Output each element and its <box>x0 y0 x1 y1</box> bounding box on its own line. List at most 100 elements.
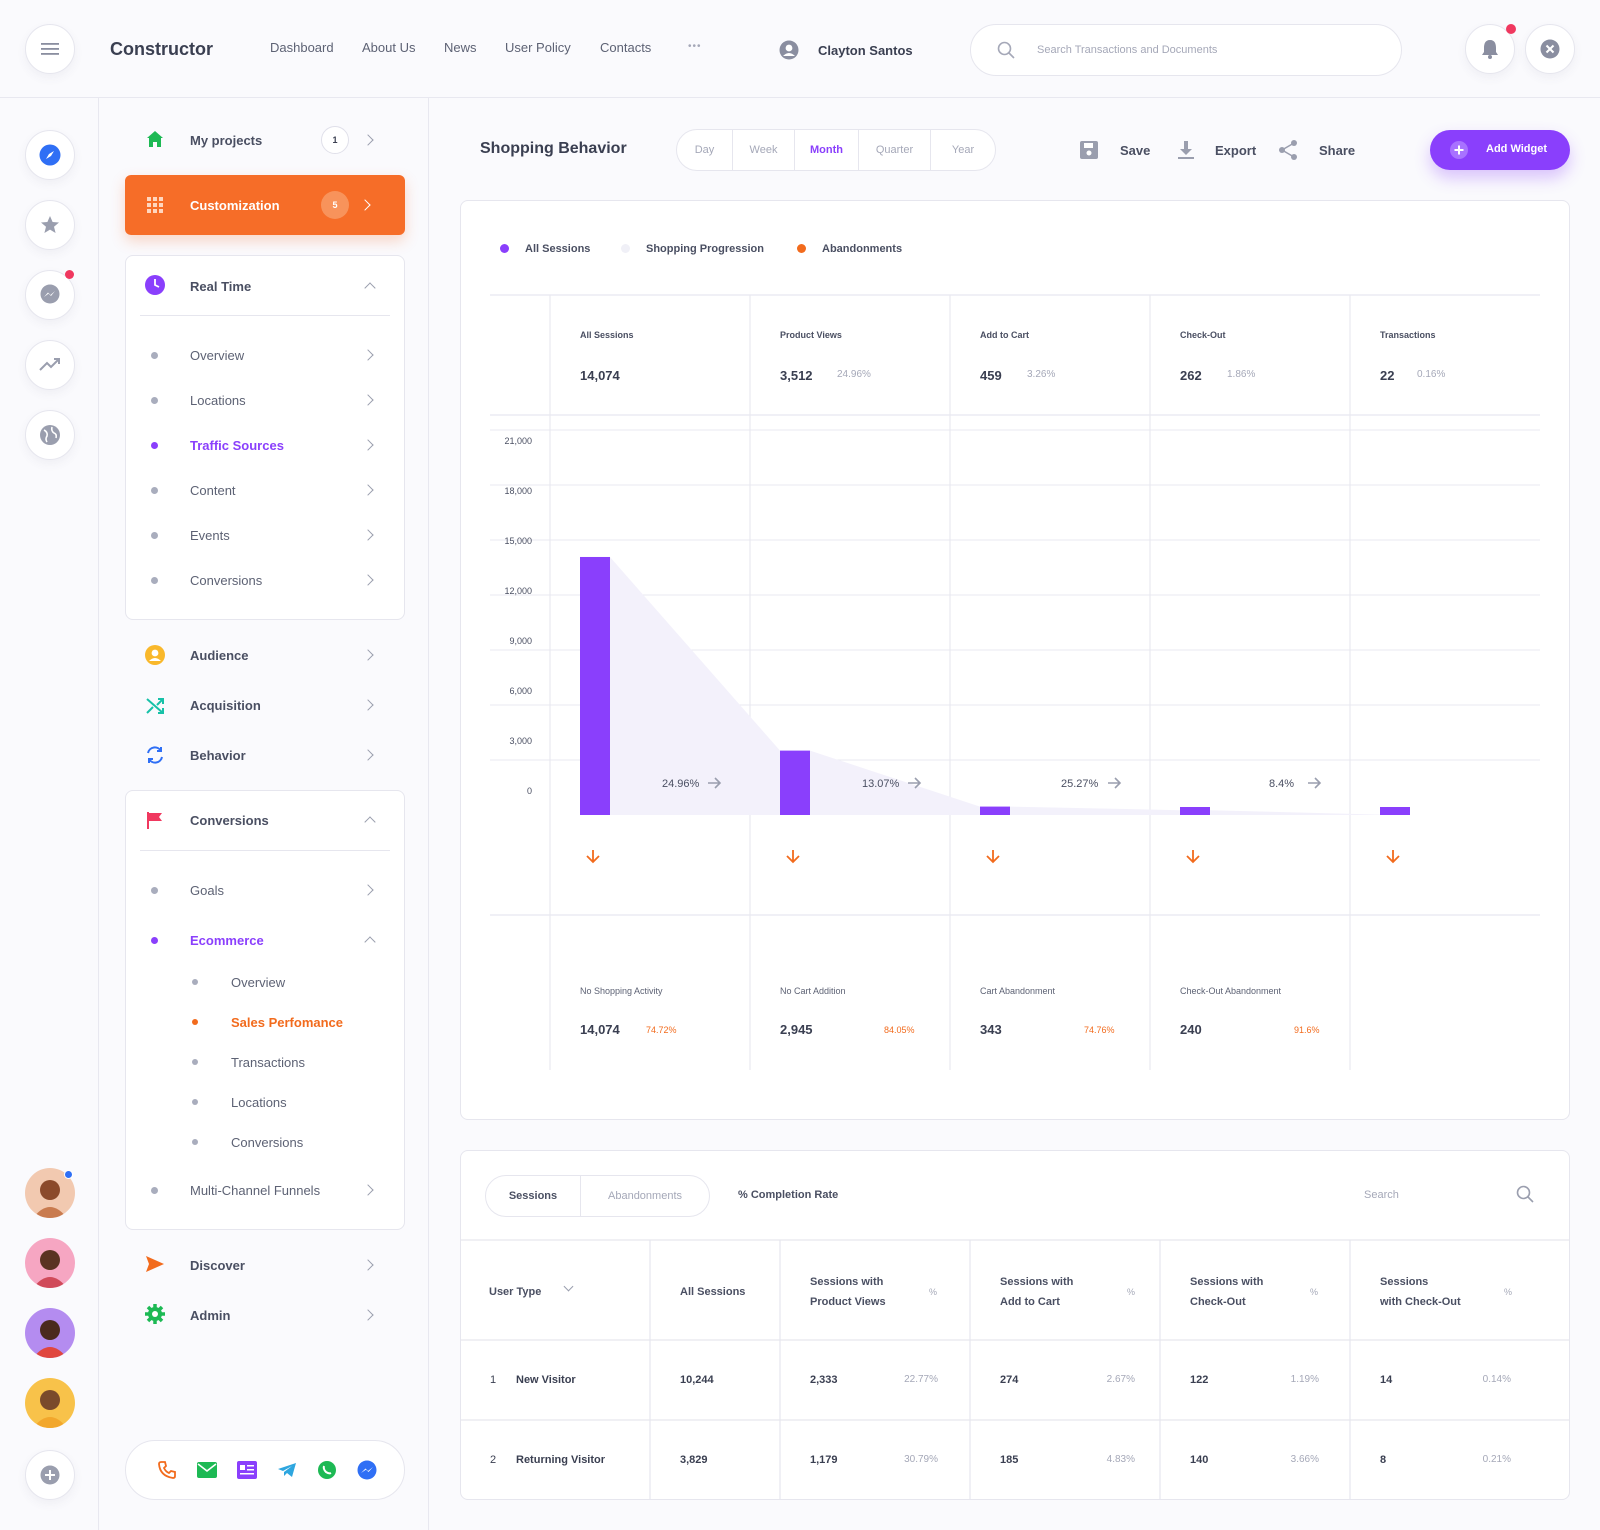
menu-real-time[interactable]: Real Time <box>190 279 252 294</box>
bar-all-sessions <box>580 556 610 815</box>
arrow-down-icon <box>1386 850 1400 864</box>
arrow-down-icon <box>786 850 800 864</box>
menu-discover[interactable]: Discover <box>190 1258 245 1273</box>
chevron-right-icon <box>359 199 371 211</box>
abandon-label: No Shopping Activity <box>580 986 663 996</box>
abandon-pct: 74.72% <box>646 1025 677 1035</box>
menu-admin[interactable]: Admin <box>190 1308 231 1323</box>
th-cart-2: Add to Cart <box>1000 1296 1060 1308</box>
shuffle-icon <box>146 698 164 714</box>
clock-icon <box>145 275 165 295</box>
save-button[interactable]: Save <box>1120 143 1151 158</box>
globe-icon <box>40 425 60 445</box>
search-input[interactable]: Search Transactions and Documents <box>970 24 1402 76</box>
sub-overview[interactable]: Overview <box>190 348 245 363</box>
tab-month[interactable]: Month <box>795 130 859 170</box>
nav-more-button[interactable]: ••• <box>688 41 702 52</box>
menu-behavior[interactable]: Behavior <box>190 748 246 763</box>
whatsapp-icon[interactable] <box>317 1460 337 1480</box>
ecom-sales-performance[interactable]: Sales Perfomance <box>231 1015 344 1030</box>
menu-acquisition[interactable]: Acquisition <box>190 698 261 713</box>
tab-sessions[interactable]: Sessions <box>486 1176 581 1216</box>
avatar[interactable] <box>25 1238 75 1288</box>
messenger-icon[interactable] <box>357 1460 377 1480</box>
ecom-transactions[interactable]: Transactions <box>231 1055 305 1070</box>
th-trans-1: Sessions <box>1380 1276 1429 1288</box>
th-all-sessions: All Sessions <box>680 1286 746 1298</box>
cell-cart: 185 <box>1000 1454 1019 1466</box>
tab-day[interactable]: Day <box>677 130 733 170</box>
menu-my-projects[interactable]: My projects <box>190 133 263 148</box>
y-tick-label: 6,000 <box>509 686 532 696</box>
export-button[interactable]: Export <box>1215 143 1257 158</box>
download-icon <box>1178 141 1194 159</box>
avatar[interactable] <box>25 1308 75 1358</box>
legend-abandonments: Abandonments <box>822 243 903 255</box>
menu-customization[interactable]: Customization 5 <box>125 175 405 235</box>
stage-value: 22 <box>1380 368 1395 383</box>
sub-traffic-sources[interactable]: Traffic Sources <box>190 438 284 453</box>
gear-icon <box>145 1304 165 1324</box>
table-grid <box>460 1239 1570 1500</box>
add-user-button[interactable] <box>25 1450 75 1500</box>
row-user-type[interactable]: Returning Visitor <box>516 1454 606 1466</box>
conversion-label: 24.96% <box>662 778 700 790</box>
abandon-label: Check-Out Abandonment <box>1180 986 1282 996</box>
completion-rate-toggle[interactable]: % Completion Rate <box>738 1189 839 1201</box>
nav-about-us[interactable]: About Us <box>362 40 416 55</box>
tab-quarter[interactable]: Quarter <box>859 130 931 170</box>
stage-label: Transactions <box>1380 330 1436 340</box>
arrow-right-icon <box>908 777 922 789</box>
search-icon[interactable] <box>1516 1185 1534 1203</box>
nav-user-policy[interactable]: User Policy <box>505 40 571 55</box>
abandon-value: 343 <box>980 1022 1002 1037</box>
rail-globe-button[interactable] <box>25 410 75 460</box>
row-user-type[interactable]: New Visitor <box>516 1374 576 1386</box>
nav-dashboard[interactable]: Dashboard <box>270 40 334 55</box>
user-name[interactable]: Clayton Santos <box>818 43 913 58</box>
star-icon <box>41 216 59 233</box>
send-icon <box>146 1256 164 1272</box>
menu-audience[interactable]: Audience <box>190 648 249 663</box>
mail-icon[interactable] <box>197 1462 217 1478</box>
th-user-type[interactable]: User Type <box>489 1286 542 1298</box>
sub-events[interactable]: Events <box>190 528 230 543</box>
y-tick-label: 15,000 <box>504 536 532 546</box>
stage-pct: 24.96% <box>837 369 871 380</box>
arrow-down-icon <box>1186 850 1200 864</box>
hamburger-menu-button[interactable] <box>25 24 75 74</box>
tab-abandonments[interactable]: Abandonments <box>608 1190 682 1202</box>
ecom-overview[interactable]: Overview <box>231 975 286 990</box>
rail-trends-button[interactable] <box>25 340 75 390</box>
stage-label: Add to Cart <box>980 330 1029 340</box>
sub-content[interactable]: Content <box>190 483 236 498</box>
nav-contacts[interactable]: Contacts <box>600 40 652 55</box>
cell-all: 10,244 <box>680 1374 714 1386</box>
tab-week[interactable]: Week <box>733 130 795 170</box>
add-widget-button[interactable]: Add Widget <box>1430 130 1570 170</box>
menu-conversions[interactable]: Conversions <box>190 813 269 828</box>
table-search-input[interactable]: Search <box>1364 1189 1399 1201</box>
ecom-locations[interactable]: Locations <box>231 1095 287 1110</box>
sub-locations[interactable]: Locations <box>190 393 246 408</box>
messenger-icon <box>40 284 60 304</box>
plus-icon <box>40 1465 60 1485</box>
avatar[interactable] <box>25 1378 75 1428</box>
tab-year[interactable]: Year <box>951 144 975 156</box>
sub-conversions[interactable]: Conversions <box>190 573 263 588</box>
rail-explore-button[interactable] <box>25 130 75 180</box>
abandon-pct: 84.05% <box>884 1025 915 1035</box>
telegram-icon[interactable] <box>277 1462 297 1478</box>
left-rail <box>0 98 99 1530</box>
close-button[interactable] <box>1525 24 1575 74</box>
phone-icon[interactable] <box>157 1460 177 1480</box>
notifications-button[interactable] <box>1465 24 1515 74</box>
news-icon[interactable] <box>237 1461 257 1479</box>
sub-ecommerce[interactable]: Ecommerce <box>190 933 264 948</box>
sub-goals[interactable]: Goals <box>190 883 224 898</box>
sub-multi-channel-funnels[interactable]: Multi-Channel Funnels <box>190 1183 321 1198</box>
ecom-conversions[interactable]: Conversions <box>231 1135 304 1150</box>
nav-news[interactable]: News <box>444 40 477 55</box>
rail-favorites-button[interactable] <box>25 200 75 250</box>
share-button[interactable]: Share <box>1319 143 1356 158</box>
